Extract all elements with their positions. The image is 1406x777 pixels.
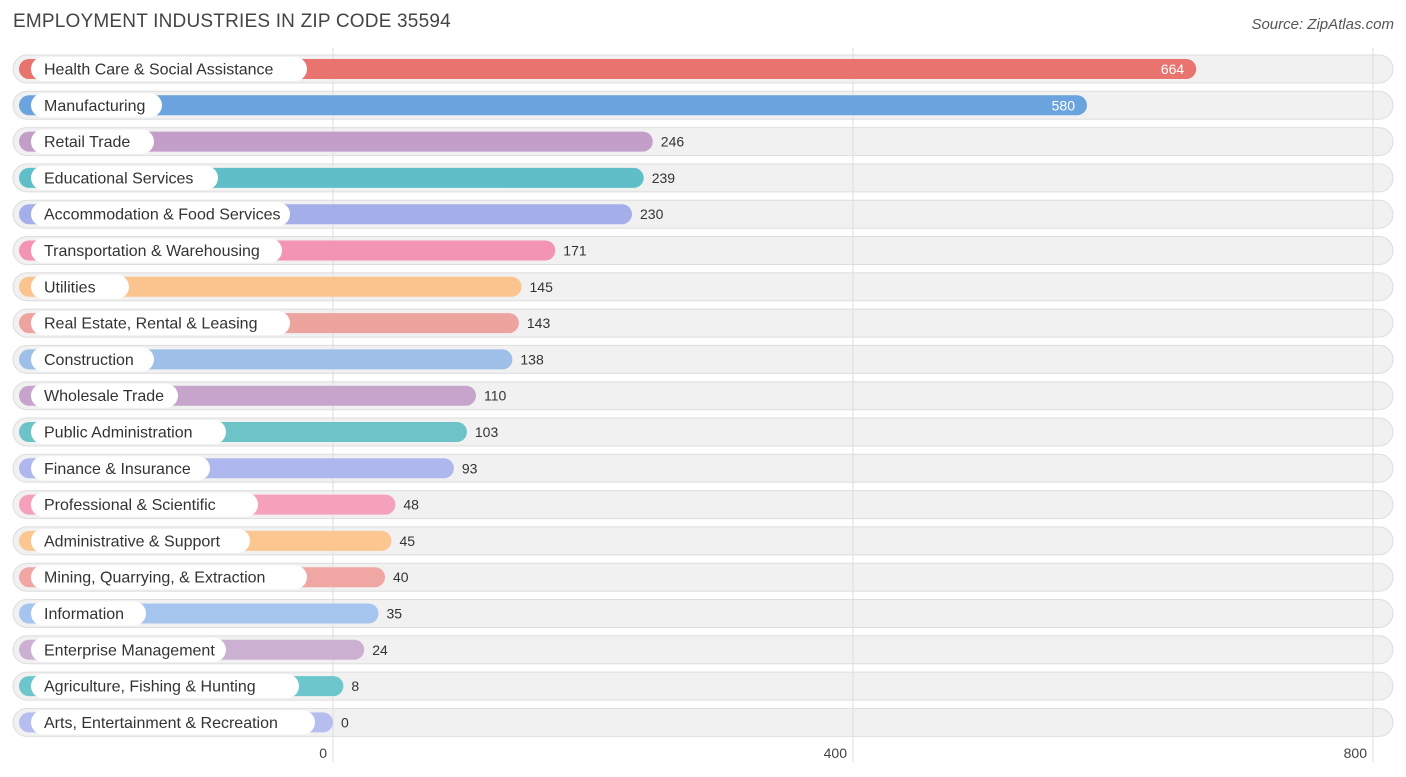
bar-row: Professional & Scientific 48 [19,492,419,517]
category-label: Public Administration [44,425,193,442]
bar-row: Administrative & Support 45 [19,528,416,553]
x-tick-label: 0 [319,745,327,761]
bars: Health Care & Social Assistance 664 Manufa… [19,57,1197,735]
row-background [12,671,1394,701]
category-label: Retail Trade [44,134,130,151]
value-label: 45 [400,533,416,549]
bar-row: Public Administration 103 [19,420,498,444]
category-label-pill [31,565,307,590]
category-label: Enterprise Management [44,642,215,659]
category-label-pill [31,674,299,699]
bar-row: Retail Trade 246 [19,129,685,154]
bar-row: Finance & Insurance 93 [19,456,478,481]
value-label: 40 [393,569,409,585]
category-label: Health Care & Social Assistance [44,62,274,79]
category-label: Wholesale Trade [44,388,164,405]
bar-row: Health Care & Social Assistance 664 [19,57,1197,81]
category-label-pill [31,420,226,444]
category-label-pill [31,129,154,154]
value-label: 93 [462,460,478,476]
category-label-pill [31,492,258,517]
bar-row: Construction 138 [19,347,544,372]
bar-row: Arts, Entertainment & Recreation 0 [19,710,349,735]
bar-row: Manufacturing 580 [19,93,1087,118]
value-label: 145 [530,279,554,295]
value-label: 110 [484,388,507,404]
category-label-pill [31,274,129,299]
category-label: Administrative & Support [44,533,221,550]
value-label: 24 [372,642,388,658]
bar-row: Wholesale Trade 110 [19,383,507,408]
category-label-pill [31,238,282,263]
value-label: 143 [527,315,551,331]
value-label: 138 [520,351,544,367]
category-label: Transportation & Warehousing [44,243,260,260]
bar [19,131,653,152]
value-label: 580 [1052,97,1076,113]
category-label-pill [31,637,226,662]
category-label: Utilities [44,279,96,296]
bar [19,95,1087,116]
category-label: Finance & Insurance [44,461,191,478]
row-background [12,707,1394,737]
category-label: Mining, Quarrying, & Extraction [44,570,265,587]
value-label: 664 [1161,61,1185,77]
category-label-pill [31,93,162,118]
category-label-pill [31,456,210,481]
bar [19,59,1197,79]
category-label-pill [31,202,290,227]
x-axis-ticks: 0 400 800 [319,745,1367,761]
value-label: 171 [563,243,587,259]
category-label: Educational Services [44,170,193,187]
bar-row: Agriculture, Fishing & Hunting 8 [19,674,359,699]
category-label-pill [31,311,290,336]
value-label: 35 [387,606,403,622]
x-tick-label: 400 [824,745,848,761]
category-label-pill [31,347,154,372]
category-label-pill [31,528,250,553]
category-label-pill [31,57,307,81]
value-label: 239 [652,170,676,186]
value-label: 246 [661,134,685,150]
category-label-pill [31,383,178,408]
category-label: Construction [44,352,134,369]
value-label: 48 [403,497,419,513]
x-tick-label: 800 [1344,745,1368,761]
bar-row: Information 35 [19,601,403,626]
bar-row: Mining, Quarrying, & Extraction 40 [19,565,409,590]
bar-row: Utilities 145 [19,274,554,299]
bar-row: Real Estate, Rental & Leasing 143 [19,311,551,336]
bar-row: Accommodation & Food Services 230 [19,202,664,227]
category-label-pill [31,165,218,190]
chart-title: EMPLOYMENT INDUSTRIES IN ZIP CODE 35594 [13,11,451,32]
category-label: Accommodation & Food Services [44,207,281,224]
value-label: 8 [351,678,359,694]
category-label: Real Estate, Rental & Leasing [44,316,257,333]
value-label: 103 [475,424,499,440]
value-label: 0 [341,714,349,730]
bar-row: Educational Services 239 [19,165,676,190]
category-label: Arts, Entertainment & Recreation [44,715,278,732]
chart-source: Source: ZipAtlas.com [1251,16,1394,33]
category-label: Manufacturing [44,98,145,115]
category-label: Agriculture, Fishing & Hunting [44,679,256,696]
category-label-pill [31,710,315,735]
bar-row: Transportation & Warehousing 171 [19,238,587,263]
value-label: 230 [640,206,664,222]
category-label: Information [44,606,124,623]
category-label-pill [31,601,146,626]
category-label: Professional & Scientific [44,497,216,514]
bar [19,276,522,297]
bar-row: Enterprise Management 24 [19,637,388,662]
